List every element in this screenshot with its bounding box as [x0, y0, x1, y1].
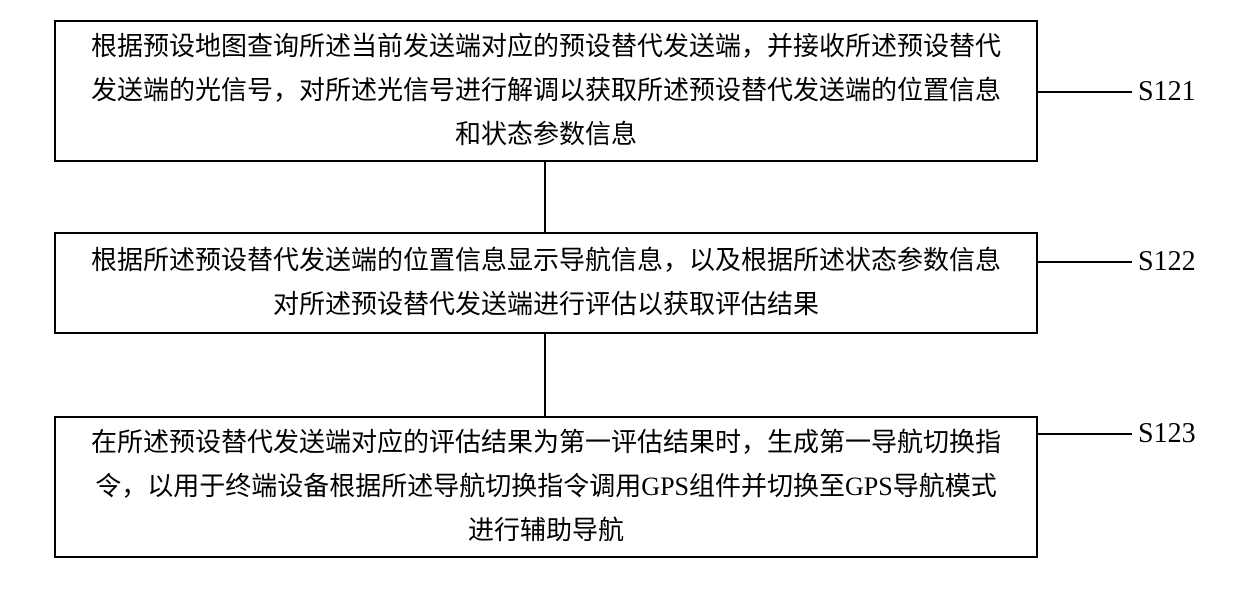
flow-connector-1-2	[544, 162, 546, 232]
flow-step-s122: 根据所述预设替代发送端的位置信息显示导航信息，以及根据所述状态参数信息对所述预设…	[54, 232, 1038, 334]
flow-step-label-s122: S122	[1138, 246, 1196, 278]
label-connector-s122	[1038, 261, 1132, 263]
flow-step-text: 根据所述预设替代发送端的位置信息显示导航信息，以及根据所述状态参数信息对所述预设…	[84, 239, 1008, 327]
flow-connector-2-3	[544, 334, 546, 416]
flow-step-text: 根据预设地图查询所述当前发送端对应的预设替代发送端，并接收所述预设替代发送端的光…	[84, 25, 1008, 158]
flow-step-s123: 在所述预设替代发送端对应的评估结果为第一评估结果时，生成第一导航切换指令，以用于…	[54, 416, 1038, 558]
flow-step-label-s123: S123	[1138, 418, 1196, 450]
flow-step-label-s121: S121	[1138, 76, 1196, 108]
label-connector-s123	[1038, 433, 1132, 435]
flow-step-s121: 根据预设地图查询所述当前发送端对应的预设替代发送端，并接收所述预设替代发送端的光…	[54, 20, 1038, 162]
label-connector-s121	[1038, 91, 1132, 93]
flow-step-text: 在所述预设替代发送端对应的评估结果为第一评估结果时，生成第一导航切换指令，以用于…	[84, 421, 1008, 554]
